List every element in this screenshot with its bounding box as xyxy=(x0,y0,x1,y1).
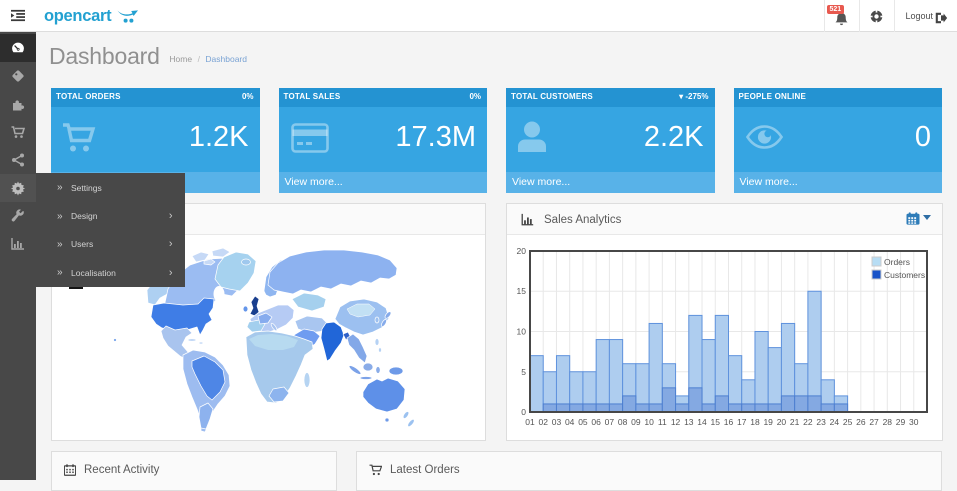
svg-text:17: 17 xyxy=(737,417,747,427)
svg-text:20: 20 xyxy=(517,246,527,256)
svg-text:12: 12 xyxy=(671,417,681,427)
svg-text:15: 15 xyxy=(711,417,721,427)
svg-text:07: 07 xyxy=(605,417,615,427)
svg-text:25: 25 xyxy=(843,417,853,427)
svg-text:21: 21 xyxy=(790,417,800,427)
svg-text:5: 5 xyxy=(521,367,526,377)
svg-text:05: 05 xyxy=(578,417,588,427)
svg-text:29: 29 xyxy=(896,417,906,427)
svg-text:10: 10 xyxy=(517,327,527,337)
svg-text:14: 14 xyxy=(697,417,707,427)
svg-text:22: 22 xyxy=(803,417,813,427)
svg-text:03: 03 xyxy=(552,417,562,427)
svg-text:01: 01 xyxy=(525,417,535,427)
svg-text:13: 13 xyxy=(684,417,694,427)
svg-text:06: 06 xyxy=(591,417,601,427)
svg-text:26: 26 xyxy=(856,417,866,427)
svg-text:28: 28 xyxy=(883,417,893,427)
svg-text:18: 18 xyxy=(750,417,760,427)
svg-text:30: 30 xyxy=(909,417,919,427)
svg-text:10: 10 xyxy=(644,417,654,427)
svg-text:19: 19 xyxy=(763,417,773,427)
svg-text:23: 23 xyxy=(816,417,826,427)
svg-text:0: 0 xyxy=(521,407,526,417)
svg-text:09: 09 xyxy=(631,417,641,427)
svg-text:16: 16 xyxy=(724,417,734,427)
svg-text:04: 04 xyxy=(565,417,575,427)
svg-text:20: 20 xyxy=(777,417,787,427)
svg-text:27: 27 xyxy=(869,417,879,427)
svg-text:11: 11 xyxy=(658,417,667,427)
svg-text:02: 02 xyxy=(538,417,548,427)
svg-text:15: 15 xyxy=(517,286,527,296)
svg-text:Orders: Orders xyxy=(884,257,910,267)
svg-text:Customers: Customers xyxy=(884,270,925,280)
svg-text:08: 08 xyxy=(618,417,628,427)
svg-text:24: 24 xyxy=(830,417,840,427)
